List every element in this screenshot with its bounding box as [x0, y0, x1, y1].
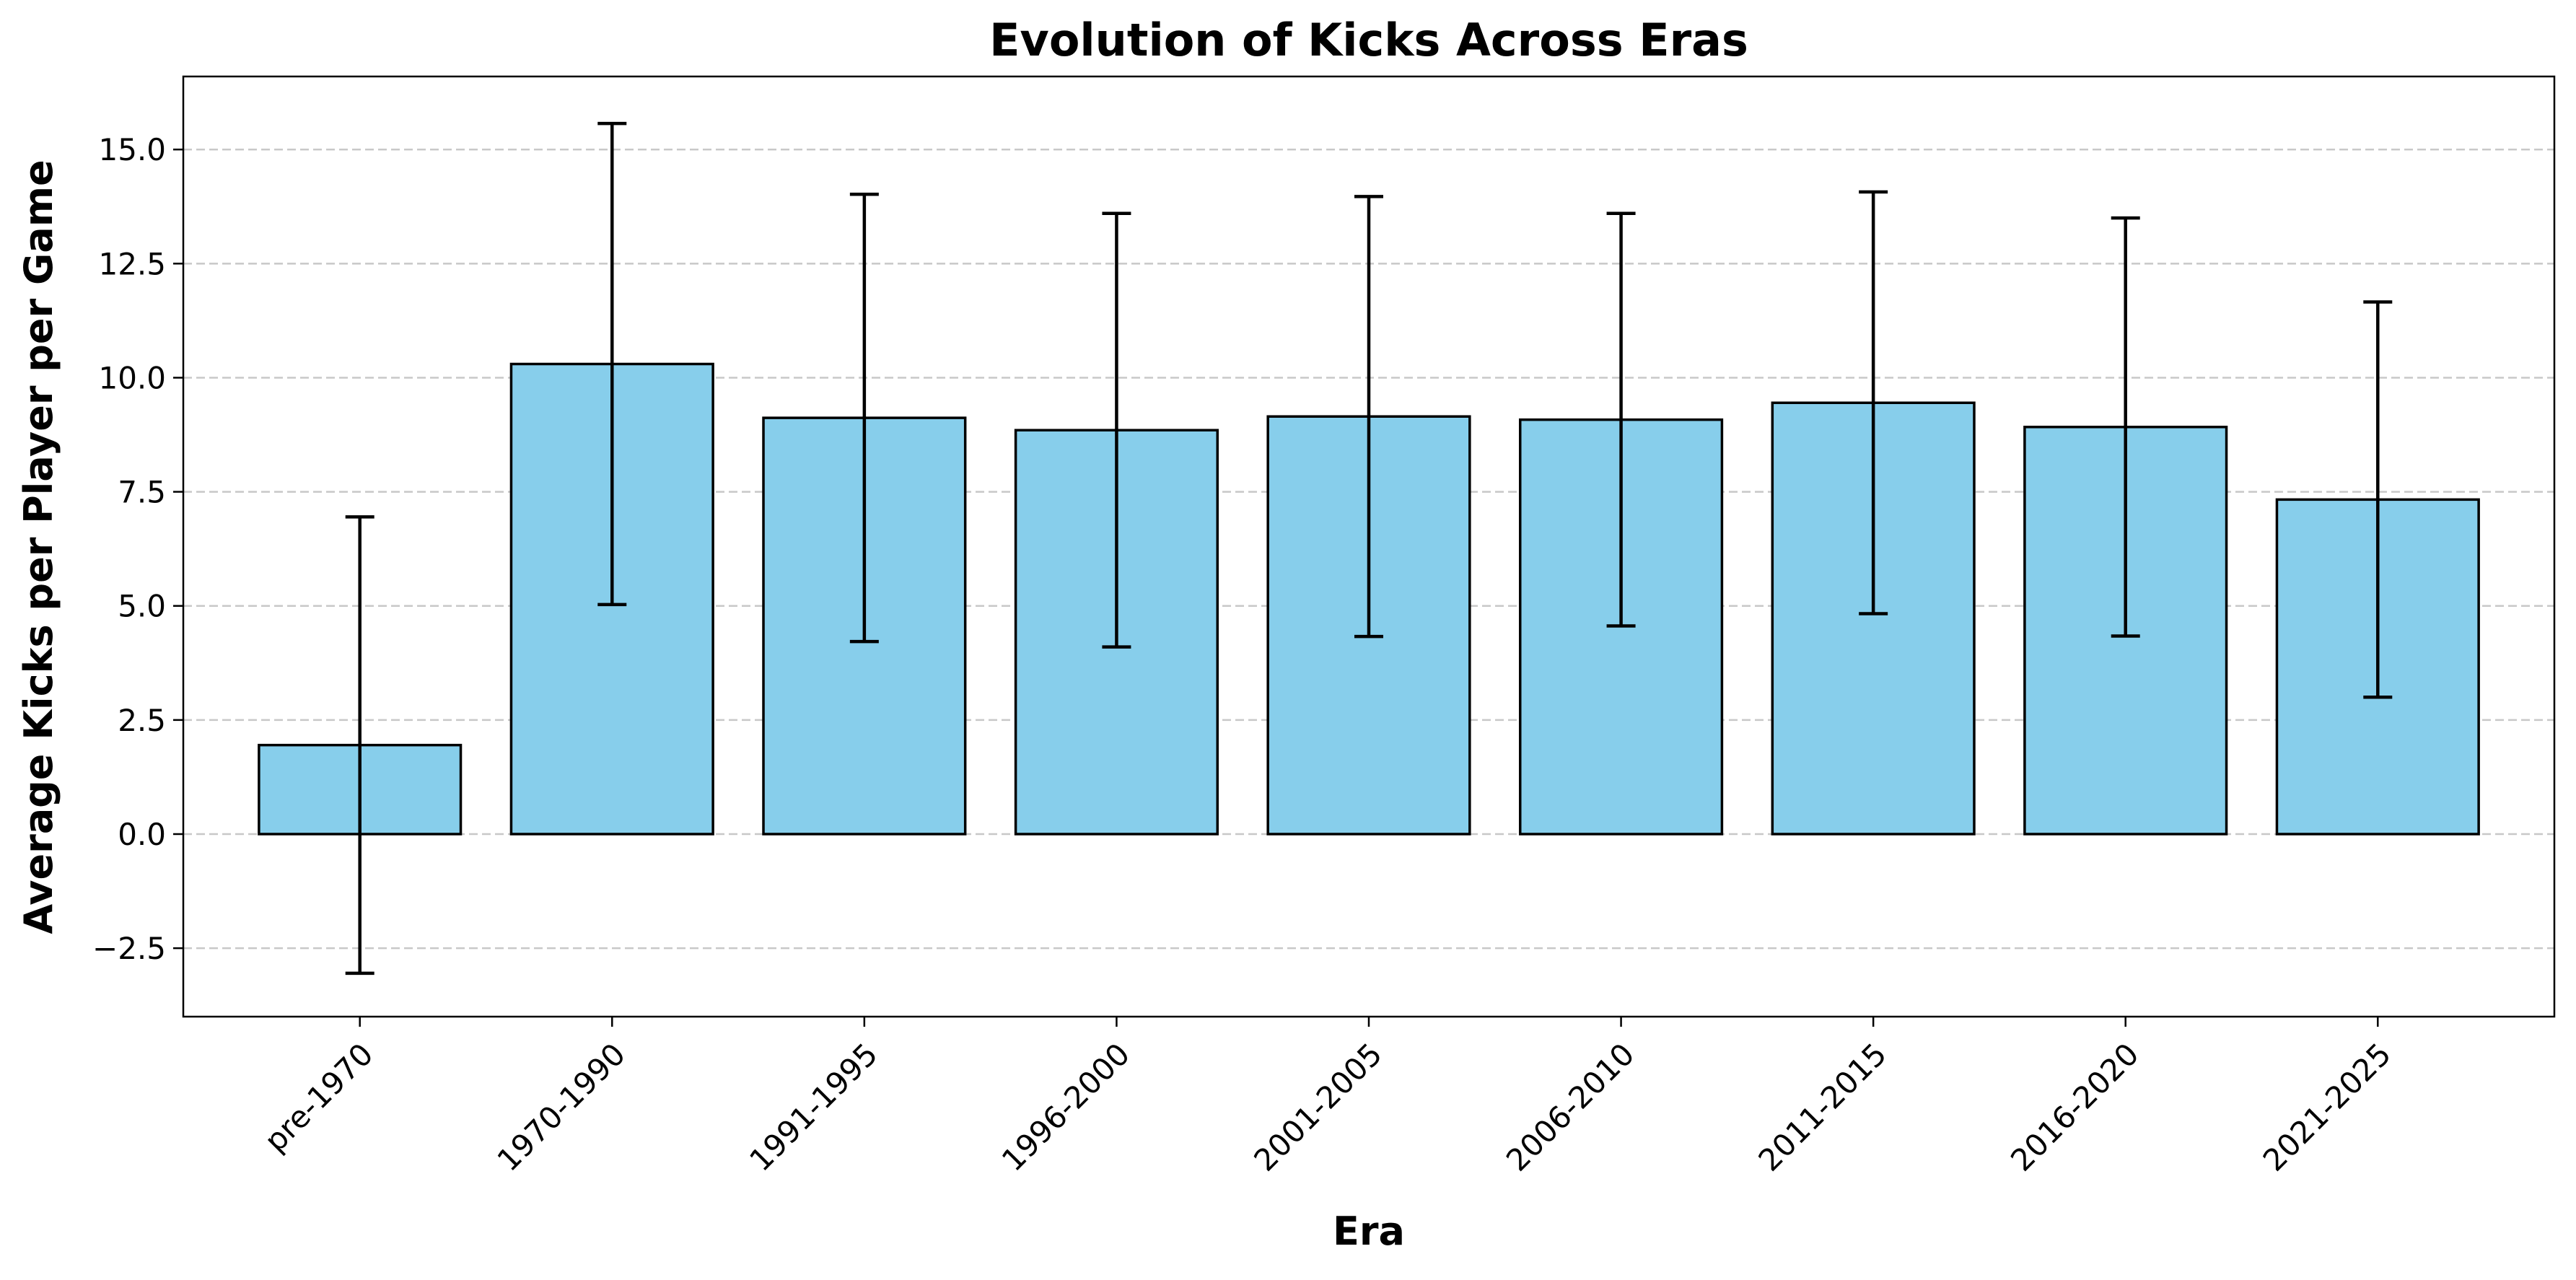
y-axis-ticks: −2.5 0.0 2.5 5.0 7.5 10.0 12.5 15.0	[92, 132, 183, 966]
x-tick-label: pre-1970	[258, 1036, 380, 1159]
x-tick-label: 1991-1995	[742, 1036, 885, 1178]
y-tick-label: 7.5	[118, 475, 166, 510]
error-bars	[345, 121, 2393, 976]
x-tick-label: 2021-2025	[2256, 1036, 2398, 1178]
x-tick-label: 2001-2005	[1247, 1036, 1389, 1178]
x-tick-label: 2016-2020	[2004, 1036, 2146, 1178]
y-axis-label: Average Kicks per Player per Game	[16, 159, 61, 934]
x-tick-label: 2006-2010	[1499, 1036, 1642, 1178]
x-tick-label: 2011-2015	[1751, 1036, 1893, 1178]
y-tick-label: 10.0	[98, 360, 166, 395]
chart-title: Evolution of Kicks Across Eras	[989, 14, 1748, 66]
y-tick-label: 2.5	[118, 703, 166, 738]
y-tick-label: 5.0	[118, 589, 166, 624]
y-tick-label: 15.0	[98, 132, 166, 167]
y-tick-label: 0.0	[118, 817, 166, 852]
x-axis-label: Era	[1333, 1209, 1405, 1254]
y-tick-label: 12.5	[98, 246, 166, 281]
y-tick-label: −2.5	[92, 931, 166, 966]
x-axis-ticks: pre-1970 1970-1990 1991-1995 1996-2000 2001-…	[258, 1017, 2398, 1178]
x-tick-label: 1996-2000	[995, 1036, 1137, 1178]
x-tick-label: 1970-1990	[491, 1036, 633, 1178]
